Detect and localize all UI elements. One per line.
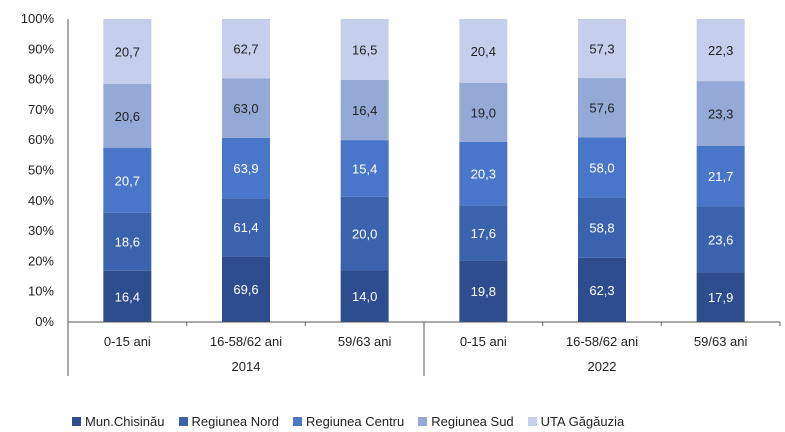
bar-segment xyxy=(696,81,745,146)
data-label: 19,0 xyxy=(471,105,496,120)
data-label: 20,7 xyxy=(115,173,140,188)
data-label: 57,3 xyxy=(589,42,614,57)
bar-segment xyxy=(696,19,745,82)
data-label: 62,7 xyxy=(233,42,258,57)
data-label: 20,7 xyxy=(115,44,140,59)
data-label: 18,6 xyxy=(115,235,140,250)
legend-label: Regiunea Nord xyxy=(191,414,279,429)
data-label: 19,8 xyxy=(471,284,496,299)
y-tick-label: 90% xyxy=(28,41,54,56)
y-tick-label: 10% xyxy=(28,284,54,299)
data-label: 17,9 xyxy=(708,290,733,305)
y-tick-label: 40% xyxy=(28,193,54,208)
data-label: 57,6 xyxy=(589,101,614,116)
bar-segment xyxy=(222,198,270,257)
bar-segment xyxy=(340,270,389,322)
legend-swatch xyxy=(418,417,428,426)
data-label: 21,7 xyxy=(708,169,733,184)
legend: Mun.Chisinău Regiunea Nord Regiunea Centru… xyxy=(72,414,624,429)
bar-segment xyxy=(578,19,626,79)
legend-item: Regiunea Nord xyxy=(178,414,279,429)
data-label: 23,6 xyxy=(708,232,733,247)
legend-item: Mun.Chisinău xyxy=(72,414,165,429)
legend-swatch xyxy=(178,417,188,426)
data-label: 15,4 xyxy=(352,161,377,176)
y-tick-label: 70% xyxy=(28,102,54,117)
bar-segment xyxy=(103,212,152,271)
y-tick-label: 50% xyxy=(28,163,54,178)
data-label: 20,4 xyxy=(471,44,496,59)
bar-segment xyxy=(459,260,508,322)
data-label: 63,0 xyxy=(233,101,258,116)
legend-label: Mun.Chisinău xyxy=(85,414,165,429)
bar-segment xyxy=(696,145,745,207)
bar-segment xyxy=(578,78,626,138)
bar-segment xyxy=(459,82,508,142)
bar-segment xyxy=(578,137,626,198)
y-tick-label: 0% xyxy=(35,314,54,329)
bar-segment xyxy=(103,270,152,322)
legend-label: Regiunea Centru xyxy=(305,414,405,429)
category-label: 0-15 ani xyxy=(104,334,151,349)
bar-segment xyxy=(340,140,389,197)
category-label: 59/63 ani xyxy=(694,334,748,349)
bar-segment xyxy=(222,19,270,79)
bar-segment xyxy=(222,256,270,322)
data-label: 62,3 xyxy=(589,283,614,298)
data-label: 16,4 xyxy=(352,103,377,118)
category-label: 16-58/62 ani xyxy=(210,334,282,349)
bar-segment xyxy=(222,137,270,199)
y-tick-label: 100% xyxy=(21,11,55,26)
data-label: 16,4 xyxy=(115,289,140,304)
legend-item: Regiunea Sud xyxy=(418,414,514,429)
data-label: 17,6 xyxy=(471,226,496,241)
data-label: 20,6 xyxy=(115,109,140,124)
y-tick-label: 30% xyxy=(28,223,54,238)
category-label: 59/63 ani xyxy=(338,334,392,349)
data-label: 16,5 xyxy=(352,42,377,57)
data-label: 58,8 xyxy=(589,220,614,235)
bar-segment xyxy=(340,79,389,141)
bar-segment xyxy=(459,141,508,206)
data-label: 63,9 xyxy=(233,161,258,176)
y-tick-label: 60% xyxy=(28,132,54,147)
bar-segment xyxy=(459,205,508,261)
bar-segment xyxy=(222,78,270,138)
data-label: 23,3 xyxy=(708,107,733,122)
bar-segment xyxy=(103,19,152,84)
bar-segment xyxy=(578,257,626,322)
legend-swatch xyxy=(292,417,302,426)
legend-swatch xyxy=(527,417,537,426)
legend-item: UTA Găgăuzia xyxy=(527,414,625,429)
category-label: 0-15 ani xyxy=(460,334,507,349)
legend-label: Regiunea Sud xyxy=(431,414,514,429)
data-label: 14,0 xyxy=(352,289,377,304)
y-tick-label: 20% xyxy=(28,253,54,268)
bar-segment xyxy=(696,206,745,273)
data-label: 22,3 xyxy=(708,43,733,58)
bar-segment xyxy=(340,19,389,80)
bar-segment xyxy=(578,197,626,258)
bar-segment xyxy=(696,272,745,322)
y-tick-label: 80% xyxy=(28,72,54,87)
data-label: 20,0 xyxy=(352,227,377,242)
bar-segment xyxy=(103,148,152,213)
group-label: 2014 xyxy=(232,359,261,374)
bar-segment xyxy=(459,19,508,83)
legend-label: UTA Găgăuzia xyxy=(540,414,625,429)
bar-segment xyxy=(340,196,389,271)
group-label: 2022 xyxy=(588,359,617,374)
bar-segment xyxy=(103,83,152,149)
data-label: 69,6 xyxy=(233,282,258,297)
data-label: 58,0 xyxy=(589,160,614,175)
legend-item: Regiunea Centru xyxy=(292,414,405,429)
legend-swatch xyxy=(72,417,81,426)
data-label: 20,3 xyxy=(471,167,496,182)
category-label: 16-58/62 ani xyxy=(566,334,638,349)
data-label: 61,4 xyxy=(233,220,258,235)
